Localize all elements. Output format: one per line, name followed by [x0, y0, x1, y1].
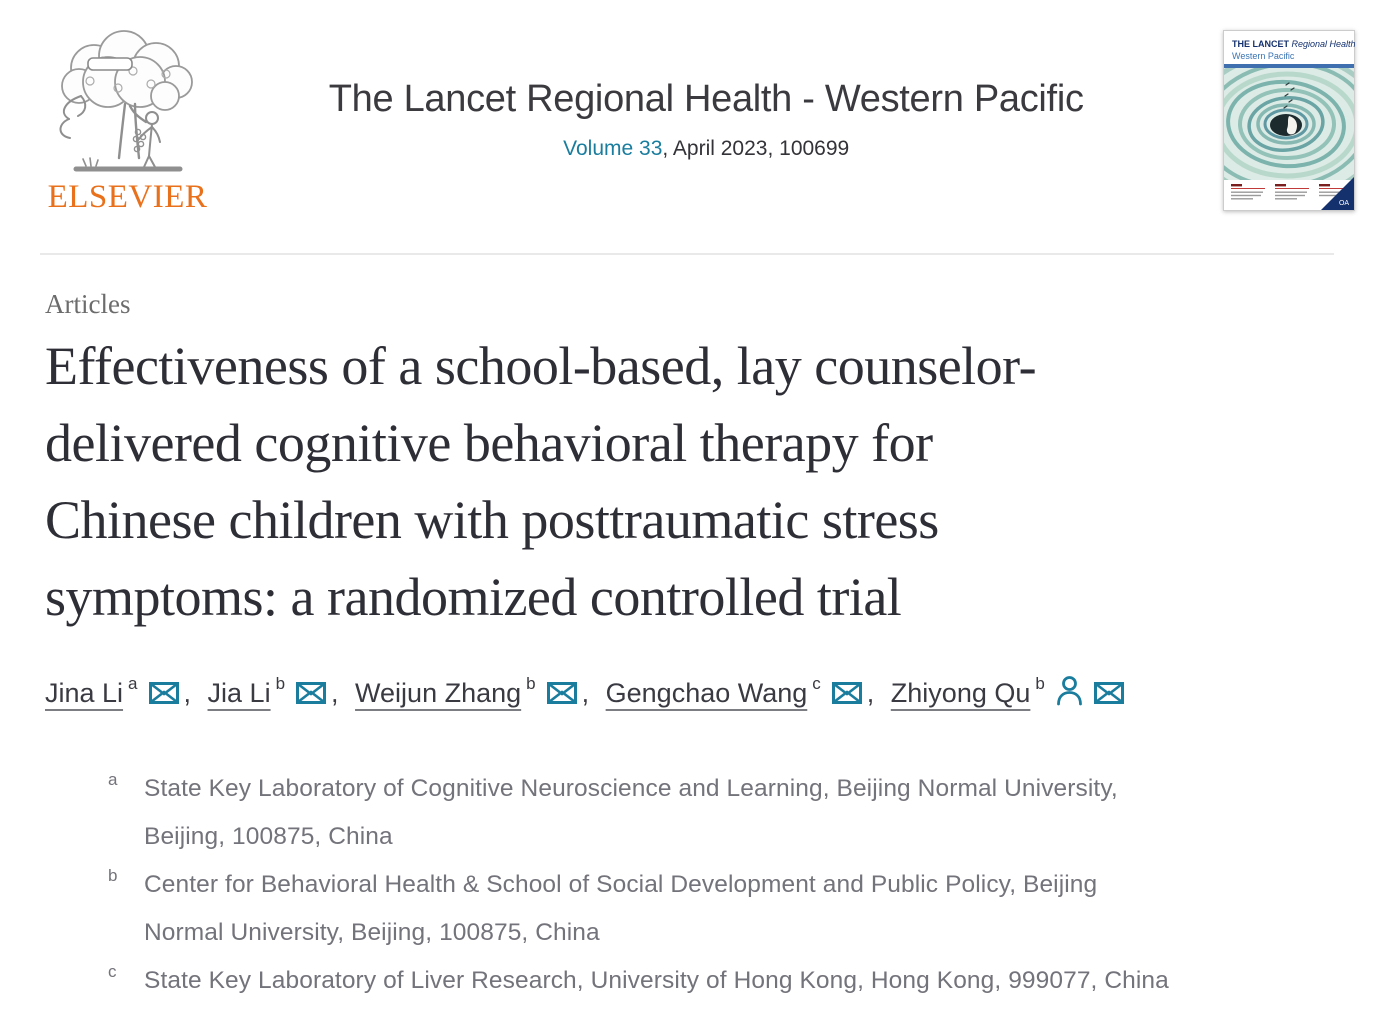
affiliation-item: c State Key Laboratory of Liver Research… [45, 957, 1329, 1005]
affiliation-item: a State Key Laboratory of Cognitive Neur… [45, 765, 1329, 861]
journal-info: The Lancet Regional Health - Western Pac… [226, 78, 1186, 161]
elsevier-tree-icon [48, 30, 208, 180]
author-list: Jina Li a, Jia Li b, Weijun Zhang b, Gengch… [45, 674, 1329, 713]
open-access-badge: OA [1339, 200, 1349, 207]
article-front-matter: Articles Effectiveness of a school-based… [0, 289, 1374, 1005]
email-author-icon[interactable] [148, 680, 179, 711]
affiliation-text: Center for Behavioral Health & School of… [144, 861, 1097, 957]
open-access-corner [1321, 177, 1354, 210]
email-author-icon[interactable] [831, 680, 862, 711]
header-divider [40, 253, 1334, 255]
volume-link[interactable]: Volume 33 [563, 137, 663, 160]
journal-banner: ELSEVIER The Lancet Regional Health - We… [0, 0, 1374, 253]
author-separator: , [183, 678, 199, 708]
journal-title-link[interactable]: The Lancet Regional Health - Western Pac… [328, 78, 1084, 120]
author-link[interactable]: Jia Li [207, 678, 271, 708]
affiliation-line: Normal University, Beijing, 100875, Chin… [144, 919, 600, 946]
author-separator: , [331, 678, 347, 708]
author-affiliation-sup: c [812, 674, 821, 693]
article-title: Effectiveness of a school-based, lay cou… [45, 328, 1329, 636]
author-item: Jia Li b [207, 674, 327, 711]
author-separator: , [866, 678, 882, 708]
email-author-icon[interactable] [546, 680, 577, 711]
affiliation-list: a State Key Laboratory of Cognitive Neur… [45, 765, 1329, 1005]
author-affiliation-sup: b [526, 674, 536, 693]
corresponding-author-person-icon[interactable] [1056, 675, 1083, 713]
article-section-label: Articles [45, 289, 131, 319]
affiliation-item: b Center for Behavioral Health & School … [45, 861, 1329, 957]
author-affiliation-sup: b [1035, 674, 1045, 693]
author-link[interactable]: Weijun Zhang [355, 678, 522, 708]
article-title-line: delivered cognitive behavioral therapy f… [45, 413, 933, 473]
article-title-line: Effectiveness of a school-based, lay cou… [45, 336, 1037, 396]
author-item: Zhiyong Qu b [890, 674, 1124, 711]
affiliation-sup: b [108, 866, 118, 885]
author-link[interactable]: Zhiyong Qu [890, 678, 1031, 708]
author-affiliation-sup: a [128, 674, 138, 693]
affiliation-text: State Key Laboratory of Liver Research, … [144, 957, 1169, 1005]
email-author-icon[interactable] [1093, 680, 1124, 711]
affiliation-line: Center for Behavioral Health & School of… [144, 871, 1098, 898]
author-item: Jina Li a [45, 674, 179, 711]
affiliation-line: State Key Laboratory of Liver Research, … [144, 967, 1169, 994]
elsevier-logo[interactable]: ELSEVIER [45, 26, 210, 216]
author-item: Gengchao Wang c [605, 674, 862, 711]
author-affiliation-sup: b [275, 674, 286, 693]
affiliation-line: Beijing, 100875, China [144, 823, 393, 850]
affiliation-sup: c [108, 962, 117, 981]
svg-text:Western Pacific: Western Pacific [1232, 51, 1295, 61]
affiliation-sup: a [108, 770, 118, 789]
author-link[interactable]: Gengchao Wang [605, 678, 808, 708]
author-link[interactable]: Jina Li [45, 678, 124, 708]
article-title-line: symptoms: a randomized controlled trial [45, 567, 902, 627]
journal-cover-art: THE LANCET Regional Health Western Pacif… [1223, 30, 1356, 211]
author-item: Weijun Zhang b [355, 674, 577, 711]
journal-cover-thumbnail[interactable]: THE LANCET Regional Health Western Pacif… [1223, 30, 1356, 211]
volume-issue-line: Volume 33, April 2023, 100699 [226, 137, 1186, 161]
affiliation-text: State Key Laboratory of Cognitive Neuros… [144, 765, 1118, 861]
email-author-icon[interactable] [296, 680, 327, 711]
svg-text:THE LANCET Regional Health: THE LANCET Regional Health [1232, 39, 1355, 49]
affiliation-line: State Key Laboratory of Cognitive Neuros… [144, 775, 1118, 802]
issue-info: , April 2023, 100699 [662, 137, 850, 160]
elsevier-wordmark: ELSEVIER [47, 179, 208, 215]
author-separator: , [581, 678, 597, 708]
article-title-line: Chinese children with posttraumatic stre… [45, 490, 939, 550]
